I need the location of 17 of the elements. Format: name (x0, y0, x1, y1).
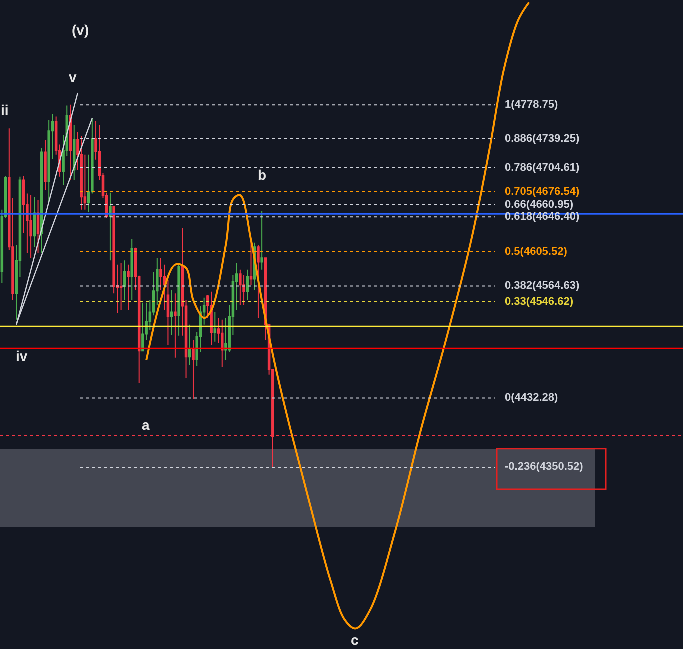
annotation: (v) (72, 22, 90, 38)
ref-line-label: 0.5(4605.52) (505, 246, 568, 258)
ref-line-label: 0.886(4739.25) (505, 133, 580, 145)
annotation: a (142, 417, 150, 433)
annotation: ii (1, 102, 9, 118)
ref-line-label: 0.382(4564.63) (505, 280, 580, 292)
ref-line-label: -0.236(4350.52) (505, 461, 584, 473)
annotation: iv (16, 348, 28, 364)
annotation: v (69, 69, 77, 85)
ref-line-label: 0(4432.28) (505, 392, 559, 404)
ref-line-label: 0.705(4676.54) (505, 186, 580, 198)
ref-line-label: 0.33(4546.62) (505, 296, 574, 308)
annotation: c (351, 632, 359, 648)
ref-line-label: 0.786(4704.61) (505, 162, 580, 174)
ref-line-label: 0.66(4660.95) (505, 199, 574, 211)
ref-line-label: 1(4778.75) (505, 99, 559, 111)
annotation: b (258, 167, 267, 183)
